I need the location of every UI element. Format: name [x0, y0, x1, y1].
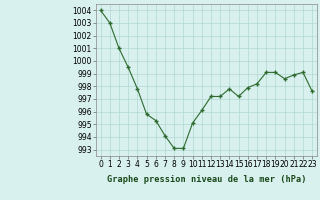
- X-axis label: Graphe pression niveau de la mer (hPa): Graphe pression niveau de la mer (hPa): [107, 175, 306, 184]
